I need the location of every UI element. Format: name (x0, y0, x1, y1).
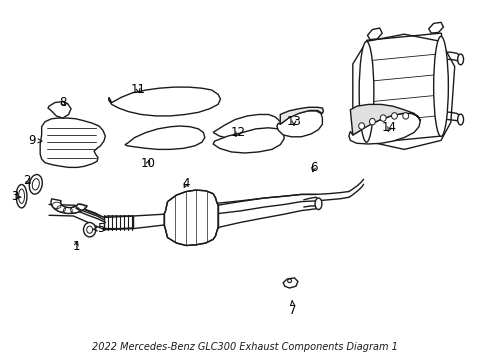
Polygon shape (164, 190, 218, 246)
Ellipse shape (434, 36, 448, 136)
Ellipse shape (29, 175, 42, 194)
Polygon shape (349, 113, 420, 144)
Text: 2: 2 (23, 174, 31, 186)
Polygon shape (213, 114, 280, 140)
Ellipse shape (458, 54, 464, 65)
Text: 6: 6 (310, 161, 318, 174)
Text: 8: 8 (59, 96, 67, 109)
Text: 3: 3 (11, 190, 21, 203)
Ellipse shape (16, 185, 27, 208)
Text: 11: 11 (131, 83, 146, 96)
Ellipse shape (380, 115, 386, 121)
Ellipse shape (403, 113, 409, 119)
Ellipse shape (359, 123, 365, 129)
Polygon shape (48, 102, 71, 118)
Text: 14: 14 (382, 121, 397, 134)
Text: 7: 7 (289, 301, 297, 317)
Text: 12: 12 (231, 126, 245, 139)
Polygon shape (350, 104, 420, 135)
Text: 9: 9 (28, 134, 42, 147)
Polygon shape (40, 118, 105, 167)
Text: 10: 10 (141, 157, 155, 170)
Text: 1: 1 (72, 240, 80, 253)
Polygon shape (51, 199, 87, 213)
Ellipse shape (87, 226, 93, 233)
Text: 5: 5 (93, 222, 104, 235)
Text: 2022 Mercedes-Benz GLC300 Exhaust Components Diagram 1: 2022 Mercedes-Benz GLC300 Exhaust Compon… (92, 342, 398, 352)
Polygon shape (213, 128, 284, 153)
Polygon shape (368, 28, 382, 40)
Ellipse shape (32, 179, 39, 190)
Polygon shape (125, 126, 205, 149)
Ellipse shape (392, 113, 397, 119)
Polygon shape (277, 111, 322, 137)
Ellipse shape (369, 118, 375, 125)
Text: 13: 13 (287, 115, 301, 128)
Ellipse shape (359, 41, 374, 142)
Polygon shape (280, 107, 323, 124)
Polygon shape (429, 22, 443, 33)
Ellipse shape (458, 114, 464, 125)
Ellipse shape (288, 279, 292, 283)
Text: 4: 4 (182, 177, 190, 190)
Polygon shape (353, 34, 455, 149)
Polygon shape (109, 87, 220, 116)
Ellipse shape (19, 189, 25, 203)
Ellipse shape (315, 198, 322, 210)
Polygon shape (283, 278, 298, 288)
Ellipse shape (84, 222, 96, 237)
